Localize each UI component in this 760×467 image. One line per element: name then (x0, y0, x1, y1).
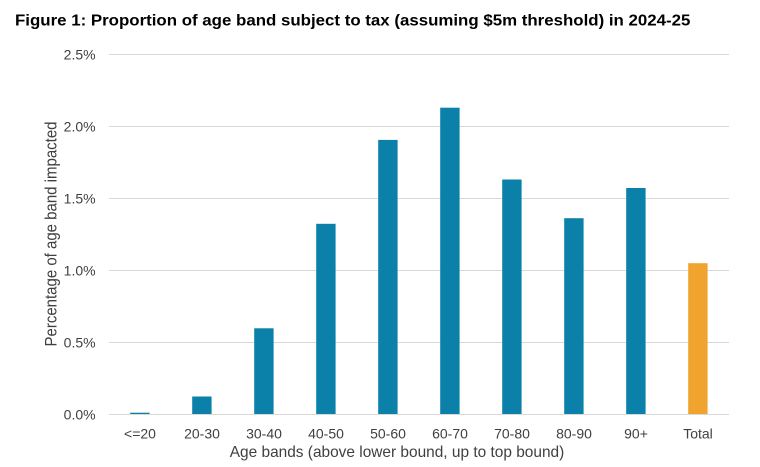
svg-text:70-80: 70-80 (494, 426, 530, 442)
svg-text:Percentage of age band impacte: Percentage of age band impacted (43, 122, 61, 347)
svg-text:0.0%: 0.0% (64, 407, 96, 423)
svg-text:0.5%: 0.5% (64, 335, 96, 351)
svg-text:40-50: 40-50 (308, 426, 344, 442)
svg-text:1.0%: 1.0% (64, 263, 96, 279)
svg-text:50-60: 50-60 (370, 426, 406, 442)
svg-text:60-70: 60-70 (432, 426, 468, 442)
svg-text:2.0%: 2.0% (64, 119, 96, 135)
svg-text:30-40: 30-40 (246, 426, 282, 442)
svg-text:Figure 1: Proportion of age ba: Figure 1: Proportion of age band subject… (15, 13, 691, 30)
svg-text:Age bands (above lower bound,: Age bands (above lower bound, up to top … (230, 444, 565, 461)
svg-text:80-90: 80-90 (556, 426, 592, 442)
svg-text:90+: 90+ (624, 426, 648, 442)
svg-text:20-30: 20-30 (184, 426, 220, 442)
svg-text:<=20: <=20 (124, 426, 156, 442)
svg-text:1.5%: 1.5% (64, 191, 96, 207)
svg-text:Total: Total (683, 426, 713, 442)
svg-text:2.5%: 2.5% (64, 47, 96, 63)
